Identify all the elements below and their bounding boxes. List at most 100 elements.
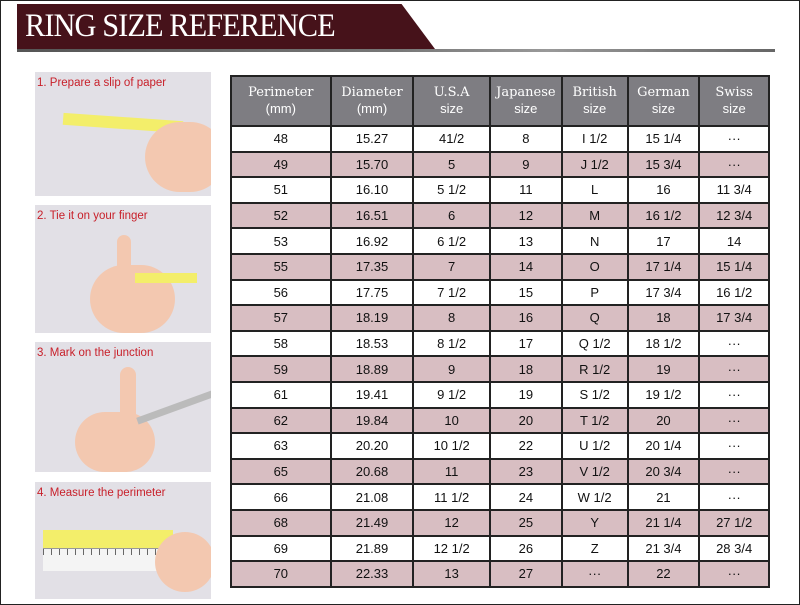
table-cell: ··· [698,380,770,409]
table-cell: 17 [488,329,563,358]
table-cell: 8 1/2 [412,329,491,358]
table-cell: 15 1/4 [698,252,770,281]
table-cell: 51 [230,176,332,204]
table-row: 49 15.70 5 9 J 1/2 15 3/4 ··· [230,150,770,179]
table-cell: 19 [488,380,563,409]
table-cell: 22.33 [329,560,415,588]
header-unit: size [440,101,464,116]
table-cell: 26 [488,534,563,563]
header-unit: (mm) [356,101,388,116]
table-cell: 11 [412,457,491,486]
table-cell: J 1/2 [560,150,629,179]
paper-strip-illustration [135,273,197,283]
header-unit: size [514,101,538,116]
table-cell: 11 1/2 [412,483,491,511]
table-cell: 16 [488,304,563,332]
table-row: 48 15.27 41/2 8 I 1/2 15 1/4 ··· [230,125,770,153]
header-title: Swiss [715,85,753,100]
table-cell: 9 [412,355,491,383]
table-cell: 18 1/2 [626,329,701,358]
table-cell: 27 1/2 [698,508,770,537]
table-cell: Z [560,534,629,563]
table-cell: 10 [412,406,491,435]
table-cell: 17 3/4 [626,278,701,307]
table-row: 58 18.53 8 1/2 17 Q 1/2 18 1/2 ··· [230,329,770,358]
table-cell: P [560,278,629,307]
table-cell: 16.92 [329,227,415,255]
table-cell: 10 1/2 [412,432,491,460]
table-cell: 25 [488,508,563,537]
table-cell: 5 1/2 [412,176,491,204]
table-cell: 15.70 [329,150,415,179]
header-unit: size [651,101,675,116]
table-cell: 53 [230,227,332,255]
header-unit: size [722,101,746,116]
table-cell: 17 1/4 [626,252,701,281]
column-header: Japanese size [488,75,563,127]
step-label: 2. Tie it on your finger [37,210,148,222]
table-row: 68 21.49 12 25 Y 21 1/4 27 1/2 [230,508,770,537]
step-3-panel: 3. Mark on the junction [35,342,211,472]
table-cell: 27 [488,560,563,588]
table-cell: 6 1/2 [412,227,491,255]
table-cell: 21 3/4 [626,534,701,563]
table-cell: ··· [698,125,770,153]
table-cell: V 1/2 [560,457,629,486]
table-cell: 9 1/2 [412,380,491,409]
table-cell: ··· [560,560,629,588]
header-title: British [572,85,617,100]
table-cell: 28 3/4 [698,534,770,563]
table-cell: 17 [626,227,701,255]
table-cell: 20.68 [329,457,415,486]
table-cell: 65 [230,457,332,486]
table-cell: 12 3/4 [698,201,770,230]
table-cell: 21 [626,483,701,511]
table-row: 61 19.41 9 1/2 19 S 1/2 19 1/2 ··· [230,380,770,409]
table-cell: 15 1/4 [626,125,701,153]
step-2-panel: 2. Tie it on your finger [35,205,211,333]
table-cell: 18.89 [329,355,415,383]
table-row: 70 22.33 13 27 ··· 22 ··· [230,560,770,588]
table-cell: 56 [230,278,332,307]
table-cell: W 1/2 [560,483,629,511]
table-row: 55 17.35 7 14 O 17 1/4 15 1/4 [230,252,770,281]
table-cell: 19.84 [329,406,415,435]
header-title: U.S.A [433,85,470,100]
table-cell: 20 [626,406,701,435]
table-cell: 16 [626,176,701,204]
table-row: 65 20.68 11 23 V 1/2 20 3/4 ··· [230,457,770,486]
table-cell: R 1/2 [560,355,629,383]
table-cell: 11 [488,176,563,204]
table-cell: 5 [412,150,491,179]
column-header: Diameter (mm) [329,75,415,127]
pencil-illustration [136,390,211,425]
table-cell: 55 [230,252,332,281]
table-row: 63 20.20 10 1/2 22 U 1/2 20 1/4 ··· [230,432,770,460]
step-label: 4. Measure the perimeter [37,487,166,499]
table-cell: 22 [488,432,563,460]
table-cell: 20 [488,406,563,435]
table-cell: ··· [698,150,770,179]
table-row: 51 16.10 5 1/2 11 L 16 11 3/4 [230,176,770,204]
table-cell: 18.53 [329,329,415,358]
table-cell: 16 1/2 [698,278,770,307]
title-banner: RING SIZE REFERENCE [17,4,435,49]
table-cell: 22 [626,560,701,588]
table-cell: 58 [230,329,332,358]
step-4-panel: 4. Measure the perimeter [35,482,211,599]
table-cell: S 1/2 [560,380,629,409]
table-row: 66 21.08 11 1/2 24 W 1/2 21 ··· [230,483,770,511]
table-cell: 41/2 [412,125,491,153]
table-row: 52 16.51 6 12 M 16 1/2 12 3/4 [230,201,770,230]
table-cell: ··· [698,483,770,511]
table-cell: 12 [488,201,563,230]
table-cell: L [560,176,629,204]
table-cell: 68 [230,508,332,537]
table-row: 56 17.75 7 1/2 15 P 17 3/4 16 1/2 [230,278,770,307]
table-cell: 49 [230,150,332,179]
table-cell: 17.35 [329,252,415,281]
table-cell: 15.27 [329,125,415,153]
column-header: U.S.A size [412,75,491,127]
column-header: Swiss size [698,75,770,127]
header-title: Japanese [496,85,556,100]
